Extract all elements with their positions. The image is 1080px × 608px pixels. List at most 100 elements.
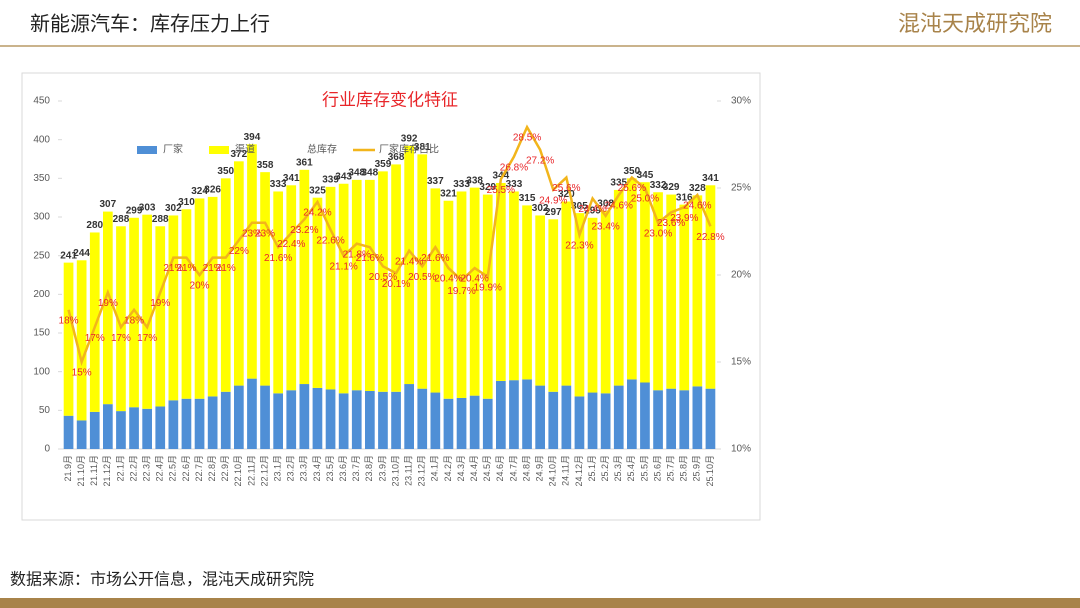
total-label: 372	[231, 149, 248, 160]
bar-segment	[378, 391, 388, 449]
bar-segment	[299, 384, 310, 449]
bar-segment	[273, 393, 283, 449]
share-label: 23.2%	[290, 225, 318, 236]
total-label: 341	[283, 173, 300, 184]
bar-segment	[155, 406, 166, 449]
share-label: 21.4%	[395, 256, 423, 267]
share-label: 21%	[216, 263, 236, 274]
bar-segment	[76, 420, 87, 449]
share-label: 19%	[150, 298, 170, 309]
bar-segment	[627, 379, 637, 449]
bar-segment	[286, 185, 297, 391]
total-label: 394	[244, 132, 261, 143]
total-label: 332	[650, 180, 667, 191]
total-label: 329	[663, 182, 680, 193]
bar-segment	[692, 195, 703, 387]
share-label: 21%	[163, 263, 183, 274]
share-label: 23.9%	[670, 213, 698, 224]
bar-segment	[312, 197, 323, 388]
x-tick-label: 23.1月	[273, 455, 283, 482]
share-label: 21.8%	[343, 249, 371, 260]
total-label: 316	[676, 192, 693, 203]
x-tick-label: 25.2月	[600, 455, 610, 482]
total-label: 344	[493, 171, 510, 182]
x-tick-label: 23.12月	[417, 455, 427, 487]
share-label: 19.9%	[474, 282, 502, 293]
bar-segment	[286, 390, 297, 449]
bar-segment	[312, 387, 323, 449]
bar-segment	[325, 389, 336, 449]
footer-bar	[0, 598, 1080, 608]
y-tick-label: 450	[33, 96, 50, 107]
share-label: 24.9%	[539, 195, 567, 206]
legend-label: 厂家	[163, 143, 183, 156]
total-label: 320	[558, 189, 575, 200]
share-label: 18%	[124, 315, 144, 326]
total-label: 297	[545, 207, 562, 218]
y-tick-label: 200	[33, 289, 50, 300]
total-label: 381	[414, 142, 431, 153]
source-note: 数据来源：市场公开信息，混沌天成研究院	[10, 570, 314, 589]
bar-segment	[365, 179, 375, 391]
legend-label: 渠道	[235, 143, 255, 156]
x-tick-label: 24.7月	[508, 455, 518, 482]
bar-segment	[587, 217, 598, 393]
x-tick-label: 23.9月	[377, 455, 387, 482]
total-label: 392	[401, 133, 418, 144]
bar-segment	[116, 411, 126, 449]
bar-segment	[509, 380, 519, 449]
bar-segment	[496, 380, 506, 449]
total-label: 335	[610, 178, 627, 189]
x-tick-label: 25.5月	[639, 455, 649, 482]
y2-tick-label: 10%	[731, 444, 751, 455]
x-tick-label: 22.3月	[142, 455, 152, 482]
share-label: 28.5%	[513, 133, 541, 144]
bar-segment	[168, 400, 179, 449]
legend-swatch	[137, 146, 157, 154]
total-label: 308	[597, 198, 614, 209]
x-tick-label: 22.1月	[115, 455, 125, 482]
share-label: 23%	[255, 228, 275, 239]
total-label: 358	[257, 160, 274, 171]
bar-segment	[63, 262, 74, 416]
bar-segment	[443, 200, 454, 399]
bar-segment	[391, 164, 401, 392]
bar-segment	[469, 187, 480, 396]
x-tick-label: 25.8月	[679, 455, 689, 482]
total-label: 359	[375, 159, 392, 170]
y2-tick-label: 25%	[731, 183, 751, 194]
bar-segment	[142, 408, 152, 449]
bar-segment	[522, 379, 532, 449]
bar-segment	[103, 404, 113, 449]
bar-segment	[168, 215, 179, 401]
x-tick-label: 21.11月	[89, 455, 99, 486]
bar-segment	[247, 378, 257, 449]
total-label: 305	[571, 201, 588, 212]
x-tick-label: 23.6月	[338, 455, 348, 482]
bar-segment	[404, 384, 414, 449]
bar-segment	[456, 397, 467, 449]
share-label: 23%	[242, 228, 262, 239]
total-label: 321	[440, 188, 457, 199]
bar-segment	[234, 161, 244, 386]
x-tick-label: 22.11月	[246, 455, 256, 486]
bar-segment	[181, 209, 192, 399]
total-label: 299	[126, 205, 143, 216]
bar-segment	[207, 396, 218, 449]
bar-segment	[640, 182, 650, 383]
bar-segment	[76, 260, 87, 421]
bar-segment	[181, 398, 192, 449]
bar-segment	[587, 392, 598, 449]
bar-segment	[299, 169, 310, 385]
bar-segment	[456, 191, 467, 398]
share-label: 21%	[176, 263, 196, 274]
total-label: 333	[270, 179, 287, 190]
total-label: 325	[309, 185, 326, 196]
bar-segment	[116, 226, 126, 412]
total-label: 310	[178, 197, 195, 208]
bar-segment	[613, 189, 624, 386]
total-label: 361	[296, 157, 313, 168]
total-label: 329	[479, 182, 496, 193]
bar-segment	[561, 385, 572, 449]
total-label: 339	[322, 174, 339, 185]
